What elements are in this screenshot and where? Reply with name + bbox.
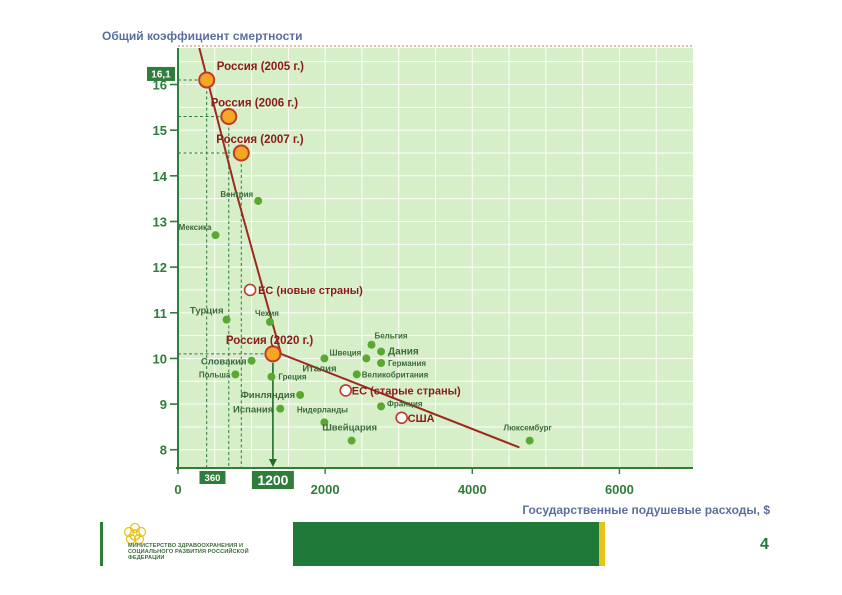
trend-line: [198, 47, 520, 449]
ministry-logo: [100, 522, 260, 568]
y-tick-label: 14: [153, 169, 168, 184]
x-tick-label: 0: [174, 482, 181, 497]
x-marker-box-360: [199, 471, 226, 484]
data-point: [367, 340, 376, 349]
data-point: [211, 231, 220, 240]
data-point: [320, 418, 329, 427]
footer-yellow-strip: [599, 522, 605, 566]
data-label: Венгрия: [220, 190, 253, 199]
x-marker-label-360: 360: [205, 473, 221, 484]
data-point: [377, 359, 386, 367]
highlight-point: [264, 345, 282, 363]
page-number: 4: [760, 536, 769, 553]
data-point: [267, 372, 276, 381]
highlight-point: [220, 107, 238, 125]
y-tick-label: 11: [153, 306, 167, 321]
footer-green-band: [293, 522, 603, 566]
data-label: Италия: [302, 363, 336, 374]
data-label: Турция: [190, 306, 224, 317]
data-label: Греция: [278, 373, 306, 382]
data-label: Швейцария: [322, 423, 377, 434]
highlight-label: Россия (2005 г.): [217, 61, 304, 73]
y-tick-label: 9: [160, 397, 167, 412]
highlight-point: [243, 283, 257, 297]
data-label: Словакия: [201, 357, 247, 368]
data-label: Великобритания: [362, 370, 429, 379]
ministry-emblem-icon: [123, 522, 147, 545]
x-tick-label: 2000: [311, 482, 340, 497]
data-point: [254, 196, 263, 205]
data-label: Германия: [388, 359, 426, 368]
highlight-label: Россия (2007 г.): [216, 134, 303, 146]
x-marker-label-1200: 1200: [257, 472, 288, 488]
data-point: [222, 315, 231, 324]
y-marker-label: 16,1: [151, 69, 171, 80]
highlight-label: ЕС (старые страны): [352, 385, 461, 397]
data-label: Чехия: [255, 309, 279, 318]
data-label: Испания: [233, 405, 273, 416]
data-point: [296, 390, 305, 399]
highlight-label: ЕС (новые страны): [258, 285, 363, 297]
x-tick-label: 6000: [605, 482, 634, 497]
x-marker-box-1200: [251, 471, 294, 489]
ministry-name: Министерство здравоохранения и социально…: [128, 543, 249, 562]
data-point: [377, 402, 386, 411]
highlight-point: [198, 71, 216, 89]
y-tick-label: 10: [153, 351, 167, 366]
x-tick-label: 4000: [458, 482, 487, 497]
data-point: [276, 404, 285, 413]
chart-title: Общий коэффициент смертности: [102, 29, 303, 43]
data-point: [231, 370, 240, 379]
y-tick-label: 12: [153, 260, 167, 275]
data-point: [352, 370, 361, 379]
data-point: [320, 354, 329, 363]
data-point: [247, 356, 256, 365]
data-point: [362, 354, 371, 363]
highlight-label: Россия (2006 г.): [211, 97, 298, 109]
x-axis-label: Государственные подушевые расходы, $: [522, 503, 770, 517]
y-marker-box: [147, 66, 175, 81]
data-point: [525, 436, 534, 445]
data-label: Нидерланды: [297, 405, 348, 414]
data-label: Швеция: [330, 348, 362, 357]
data-label: Польша: [199, 370, 231, 379]
y-tick-label: 16: [153, 78, 167, 93]
data-point: [377, 347, 386, 356]
highlight-point: [395, 411, 408, 425]
data-label: Франция: [387, 399, 423, 408]
highlight-point: [339, 384, 353, 397]
highlight-label: США: [408, 413, 435, 425]
data-label: Бельгия: [374, 332, 407, 341]
data-point: [347, 436, 356, 445]
data-label: Мексика: [179, 223, 212, 232]
logo-divider: [100, 522, 103, 566]
data-label: Финляндия: [241, 390, 295, 401]
data-label: Люксембург: [503, 424, 552, 433]
data-label: Дания: [388, 347, 419, 358]
arrow-russia-2020-head: [268, 459, 277, 467]
data-point: [265, 317, 274, 326]
y-tick-label: 8: [160, 443, 167, 458]
y-tick-label: 15: [153, 123, 167, 138]
highlight-point: [232, 144, 250, 162]
y-tick-label: 13: [153, 214, 167, 229]
highlight-label: Россия (2020 г.): [226, 335, 313, 347]
